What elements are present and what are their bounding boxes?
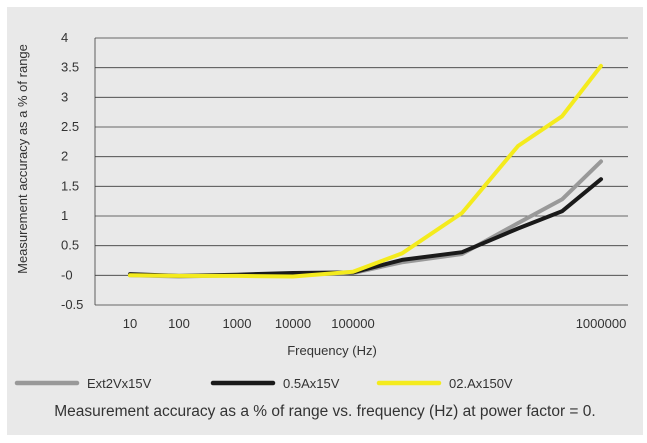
y-axis-label: Measurement accuracy as a % of range xyxy=(15,44,30,274)
x-tick-labels: 10 100 1000 10000 100000 1000000 xyxy=(123,316,627,331)
legend: Ext2Vx15V 0.5Ax15V 02.Ax150V xyxy=(14,376,513,391)
series-line xyxy=(128,159,603,279)
x-axis-label: Frequency (Hz) xyxy=(287,343,377,358)
y-tick-label: -0 xyxy=(61,267,73,282)
y-tick-label: -0.5 xyxy=(61,297,83,312)
series-line xyxy=(128,177,603,278)
legend-label: 02.Ax150V xyxy=(449,376,513,391)
x-tick-label: 1000 xyxy=(223,316,252,331)
x-tick-label: 10000 xyxy=(275,316,311,331)
legend-label: 0.5Ax15V xyxy=(283,376,340,391)
legend-label: Ext2Vx15V xyxy=(87,376,152,391)
y-tick-label: 2.5 xyxy=(61,119,79,134)
y-tick-labels: -0.5 -0 0.5 1 1.5 2 2.5 3 3.5 4 xyxy=(61,30,83,312)
series-lines xyxy=(128,63,603,279)
y-tick-label: 1.5 xyxy=(61,178,79,193)
y-tick-label: 2 xyxy=(61,149,68,164)
chart-panel: -0.5 -0 0.5 1 1.5 2 2.5 3 3.5 4 10 100 1000 10000 100… xyxy=(7,7,643,435)
x-tick-label: 100 xyxy=(168,316,190,331)
series-line xyxy=(128,63,603,279)
y-tick-label: 4 xyxy=(61,30,68,45)
y-tick-label: 1 xyxy=(61,208,68,223)
y-tick-label: 3.5 xyxy=(61,60,79,75)
figure-caption: Measurement accuracy as a % of range vs.… xyxy=(54,403,596,420)
y-tick-label: 0.5 xyxy=(61,238,79,253)
gridlines xyxy=(94,37,628,306)
x-tick-label: 100000 xyxy=(331,316,374,331)
x-tick-label: 10 xyxy=(123,316,137,331)
line-chart: -0.5 -0 0.5 1 1.5 2 2.5 3 3.5 4 10 100 1000 10000 100… xyxy=(14,30,628,391)
x-tick-label: 1000000 xyxy=(576,316,627,331)
y-tick-label: 3 xyxy=(61,89,68,104)
